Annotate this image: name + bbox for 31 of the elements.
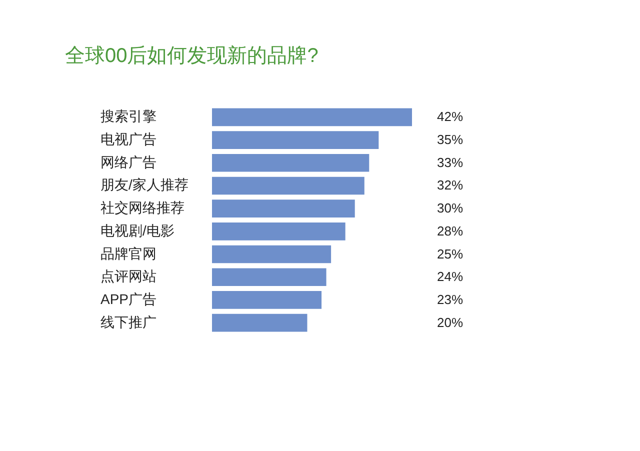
data-label: 23% [437, 292, 464, 307]
bar [212, 154, 370, 172]
y-tick-label: APP广告 [100, 290, 157, 307]
bar [212, 108, 412, 126]
y-tick-label: 电视剧/电影 [100, 222, 174, 238]
data-label: 32% [437, 178, 464, 193]
y-tick-label: 点评网站 [100, 268, 156, 284]
data-label: 20% [437, 314, 464, 330]
data-label: 33% [437, 154, 464, 170]
bar [212, 176, 364, 195]
bar [212, 268, 326, 286]
data-label: 24% [437, 269, 464, 284]
y-tick-label: 线下推广 [100, 314, 156, 330]
bar [212, 222, 346, 240]
y-tick-label: 品牌官网 [100, 245, 156, 262]
data-label: 42% [437, 109, 464, 124]
data-label: 30% [437, 200, 464, 216]
bar [212, 200, 355, 218]
bar [212, 314, 308, 332]
data-label: 25% [437, 246, 464, 262]
data-label: 28% [437, 223, 464, 238]
y-tick-label: 电视广告 [100, 131, 156, 148]
y-tick-label: 朋友/家人推荐 [100, 176, 188, 193]
chart-title: 全球00后如何发现新的品牌? [65, 45, 318, 67]
y-tick-label: 搜索引擎 [100, 108, 156, 124]
bar [212, 245, 332, 264]
y-tick-label: 网络广告 [100, 154, 156, 170]
y-tick-label: 社交网络推荐 [100, 200, 184, 216]
bar [212, 291, 322, 309]
data-label: 35% [437, 132, 464, 148]
bar [212, 131, 379, 149]
